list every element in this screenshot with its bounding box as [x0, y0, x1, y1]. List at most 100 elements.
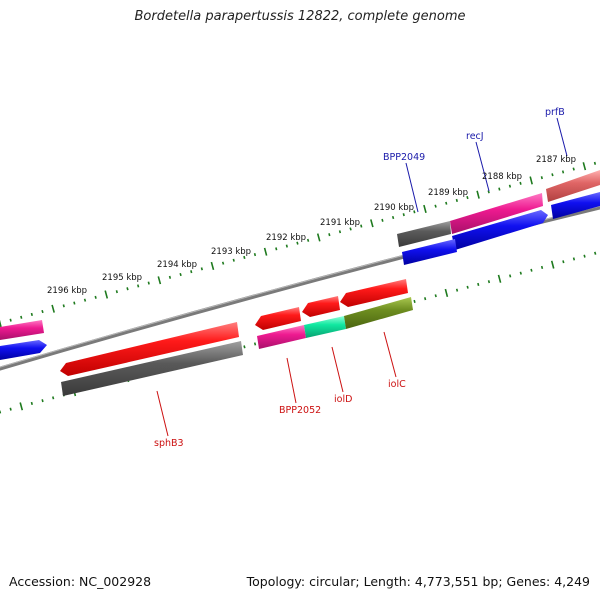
outer-tick — [9, 318, 12, 322]
outer-tick — [360, 224, 363, 228]
gene-gray-sphB3[interactable] — [61, 341, 243, 396]
outer-tick — [328, 233, 331, 237]
outer-tick — [41, 309, 44, 314]
outer-tick — [83, 298, 87, 302]
outer-tick — [316, 233, 321, 242]
inner-tick — [509, 274, 512, 278]
gene-blue-left-edge[interactable] — [0, 340, 47, 360]
inner-tick — [583, 254, 586, 258]
outer-tick — [200, 267, 203, 271]
outer-tick — [413, 210, 416, 214]
inner-tick — [540, 265, 544, 270]
outer-tick-track — [0, 161, 597, 328]
outer-tick — [476, 190, 480, 199]
outer-tick — [519, 181, 522, 185]
outer-tick — [306, 238, 310, 242]
outer-tick — [0, 319, 2, 328]
inner-tick — [530, 268, 533, 272]
outer-tick — [147, 281, 150, 285]
outer-tick — [402, 213, 405, 217]
tick-label-2194: 2194 kbp — [157, 260, 197, 270]
outer-tick — [253, 252, 257, 257]
outer-tick — [582, 162, 587, 171]
outer-tick — [157, 276, 162, 285]
outer-tick — [104, 290, 109, 299]
outer-tick — [115, 290, 118, 294]
tick-label-2189: 2189 kbp — [428, 188, 468, 198]
inner-tick — [466, 285, 469, 289]
outer-tick — [62, 304, 65, 308]
leader-lines — [156, 117, 568, 437]
outer-tick — [73, 301, 76, 305]
tick-label-2192: 2192 kbp — [266, 233, 306, 243]
inner-tick — [594, 251, 597, 255]
inner-tick — [550, 260, 555, 269]
gene-olive-iolC[interactable] — [344, 297, 413, 329]
gene-red-iolC[interactable] — [340, 279, 408, 307]
inner-tick — [19, 402, 24, 411]
outer-tick — [126, 287, 129, 291]
gene-red-BPP2052[interactable] — [255, 307, 301, 330]
outer-tick — [210, 261, 215, 271]
tick-label-2191: 2191 kbp — [320, 218, 360, 228]
outer-tick — [370, 219, 374, 228]
gene-magenta-recJ[interactable] — [450, 193, 543, 234]
outer-tick — [51, 304, 55, 313]
gene-label-iolC: iolC — [388, 379, 406, 390]
gene-label-BPP2049: BPP2049 — [383, 152, 425, 163]
inner-tick — [477, 282, 480, 287]
outer-tick — [551, 173, 554, 177]
tick-label-2193: 2193 kbp — [211, 247, 251, 257]
gene-label-prfB: prfB — [545, 107, 565, 118]
outer-tick — [232, 258, 235, 262]
outer-tick — [487, 190, 490, 194]
tick-label-2187: 2187 kbp — [536, 155, 576, 165]
inner-tick — [487, 280, 491, 284]
tick-label-2190: 2190 kbp — [374, 203, 414, 213]
outer-tick — [349, 227, 352, 231]
gene-magenta-BPP2052[interactable] — [257, 325, 306, 349]
outer-tick — [190, 270, 193, 274]
genome-summary-text: Topology: circular; Length: 4,773,551 bp… — [246, 574, 590, 589]
outer-tick — [445, 201, 448, 205]
outer-tick — [381, 218, 384, 222]
outer-tick — [94, 295, 97, 299]
outer-tick — [423, 204, 427, 214]
gene-label-sphB3: sphB3 — [154, 438, 184, 449]
inner-tick — [434, 294, 437, 298]
inner-tick — [243, 345, 246, 349]
outer-tick — [561, 170, 565, 174]
gene-labels: prfB recJ BPP2049 BPP2052 iolD iolC sphB… — [154, 107, 565, 449]
gene-red-iolD[interactable] — [302, 296, 340, 317]
gene-blue-prfB[interactable] — [551, 192, 600, 219]
tick-label-2188: 2188 kbp — [482, 172, 522, 182]
tick-label-2195: 2195 kbp — [102, 273, 142, 283]
outer-tick — [593, 161, 597, 165]
inner-tick — [444, 288, 449, 298]
outer-tick — [179, 272, 182, 277]
gene-blue-recJ[interactable] — [452, 210, 548, 250]
outer-tick — [498, 187, 501, 191]
gene-cyan-iolD[interactable] — [304, 316, 346, 338]
gene-gray-BPP2049[interactable] — [397, 221, 451, 247]
inner-tick — [424, 297, 427, 301]
gene-label-BPP2052: BPP2052 — [279, 405, 321, 416]
outer-tick — [391, 215, 395, 220]
inner-tick — [9, 407, 12, 411]
inner-tick — [253, 342, 257, 346]
gene-red-lower-long[interactable] — [60, 322, 239, 376]
outer-tick — [434, 204, 437, 208]
outer-tick — [137, 284, 140, 288]
outer-tick — [285, 244, 288, 248]
gene-label-recJ: recJ — [466, 131, 484, 142]
inner-tick — [30, 401, 33, 406]
outer-tick — [20, 315, 23, 319]
inner-tick — [562, 260, 565, 264]
outer-tick — [572, 167, 575, 171]
outer-tick — [243, 255, 246, 260]
gene-salmon-prfB-region[interactable] — [546, 170, 600, 202]
inner-tick — [52, 396, 55, 400]
gene-blue-small[interactable] — [402, 239, 457, 265]
gene-magenta-left-edge[interactable] — [0, 320, 44, 340]
